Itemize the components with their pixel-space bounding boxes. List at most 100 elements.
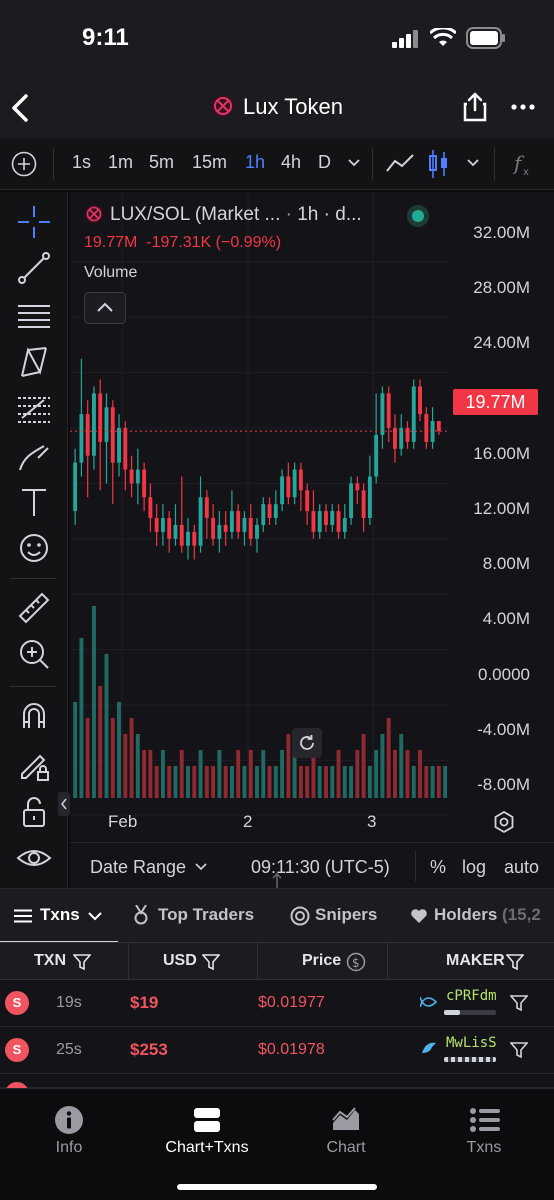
fib-retracement-icon[interactable] [14, 388, 54, 428]
collapse-toolbar-icon[interactable] [58, 792, 70, 816]
y-axis-label: 24.00M [473, 333, 530, 352]
candle-body [154, 518, 159, 532]
timeframe-4h[interactable]: 4h [281, 152, 302, 172]
column-header-txn: TXN [34, 952, 66, 969]
chart-settings-icon[interactable] [492, 810, 516, 834]
bottom-navigation: Info Chart+Txns Chart Txns [0, 1088, 554, 1200]
log-scale-toggle[interactable]: log [462, 857, 487, 877]
chart-legend-symbol: LUX/SOL (Market ... · 1h · d... [84, 204, 362, 226]
nav-txns[interactable]: Txns [415, 1089, 553, 1169]
volume-bar [104, 654, 109, 798]
maker-holdings-bar [444, 1057, 496, 1062]
candle-body [336, 511, 341, 532]
candle-body [192, 531, 197, 546]
legend-change: -197.31K (−0.99%) [146, 234, 282, 251]
candle-chart-type-icon[interactable] [428, 148, 450, 180]
nav-chart-label: Chart [326, 1139, 366, 1156]
add-indicator-icon[interactable] [11, 151, 37, 177]
share-icon[interactable] [462, 92, 488, 122]
nav-chart[interactable]: Chart [277, 1089, 415, 1169]
zoom-in-icon[interactable] [14, 634, 54, 674]
chart-type-dropdown-icon[interactable] [466, 158, 480, 168]
text-tool-icon[interactable] [14, 482, 54, 522]
date-range-button[interactable]: Date Range [90, 857, 207, 878]
hide-drawings-eye-icon[interactable] [14, 838, 54, 878]
timeframe-dropdown-icon[interactable] [347, 158, 361, 168]
filter-maker-icon[interactable] [510, 994, 528, 1012]
wifi-icon [430, 28, 456, 46]
timeframe-1m[interactable]: 1m [108, 152, 134, 172]
page-title: Lux Token [0, 94, 554, 120]
timeframe-15m[interactable]: 15m [192, 152, 228, 172]
back-arrow-icon[interactable] [10, 94, 30, 122]
volume-legend: Volume [84, 264, 138, 281]
txn-table-header: TXN USD Price $ MAKER [0, 942, 554, 981]
nav-info[interactable]: Info [0, 1089, 138, 1169]
tab-holders[interactable]: Holders (15,2 [390, 889, 554, 943]
chart-clock: 09:11:30 (UTC-5) [251, 857, 390, 877]
magnet-icon[interactable] [14, 696, 54, 736]
volume-bar [443, 766, 448, 798]
horizontal-lines-icon[interactable] [14, 296, 54, 336]
indicators-fx-icon[interactable]: f x [508, 150, 536, 178]
more-options-icon[interactable] [511, 104, 535, 110]
timeframe-1s[interactable]: 1s [72, 152, 92, 172]
pattern-tool-icon[interactable] [14, 342, 54, 382]
volume-bar [211, 766, 216, 798]
filter-icon[interactable] [73, 953, 91, 971]
candle-body [204, 497, 209, 519]
filter-maker-icon[interactable] [510, 1041, 528, 1059]
chart-canvas[interactable] [70, 192, 554, 842]
collapse-legend-button[interactable] [84, 292, 126, 324]
candle-body [374, 434, 379, 477]
candle-body [198, 497, 203, 546]
date-range-label: Date Range [90, 857, 187, 877]
candle-body [255, 524, 259, 539]
table-row[interactable]: S 25s $253 $0.01978 MwLisS [0, 1027, 554, 1074]
maker-address[interactable]: MwLisS [446, 1035, 497, 1051]
timeframe-5m[interactable]: 5m [149, 152, 175, 172]
volume-bar [204, 766, 209, 798]
nav-chart-txns[interactable]: Chart+Txns [138, 1089, 276, 1169]
candle-body [148, 497, 153, 519]
y-axis-label: 32.00M [473, 223, 530, 242]
timeframe-1d[interactable]: D [318, 152, 331, 172]
cellular-signal-icon [392, 30, 418, 48]
volume-bar [142, 750, 147, 798]
percent-scale-toggle[interactable]: % [430, 857, 447, 877]
auto-scale-toggle[interactable]: auto [504, 857, 540, 877]
emoji-icon[interactable] [14, 528, 54, 568]
trend-line-icon[interactable] [14, 248, 54, 288]
volume-bar [129, 718, 134, 798]
crosshair-icon[interactable] [14, 202, 54, 242]
svg-text:$: $ [352, 956, 360, 970]
timeframe-1h[interactable]: 1h [245, 152, 266, 172]
reset-chart-icon[interactable] [292, 728, 322, 758]
tab-top-traders[interactable]: Top Traders [118, 889, 272, 943]
table-row[interactable]: S 19s $19 $0.01977 cPRFdm [0, 980, 554, 1027]
candle-body [405, 428, 410, 442]
candle-body [261, 504, 266, 525]
volume-bar [261, 750, 266, 798]
tab-txns[interactable]: Txns [0, 889, 118, 943]
candle-body [342, 518, 347, 532]
price-chart[interactable]: LUX/SOL (Market ... · 1h · d... 19.77M -… [70, 192, 554, 901]
filter-icon[interactable] [506, 953, 524, 971]
brush-icon[interactable] [14, 436, 54, 476]
table-row[interactable] [0, 1074, 554, 1094]
line-chart-type-icon[interactable] [385, 152, 415, 174]
legend-price: 19.77M [84, 234, 138, 251]
maker-address[interactable]: cPRFdm [446, 988, 497, 1004]
volume-bar [148, 750, 153, 798]
lock-drawings-icon[interactable] [14, 744, 54, 784]
ruler-icon[interactable] [14, 588, 54, 628]
volume-bar [292, 750, 297, 798]
candle-body [229, 511, 234, 532]
filter-icon[interactable] [202, 953, 220, 971]
currency-toggle-icon[interactable]: $ [346, 952, 366, 972]
unlock-icon[interactable] [14, 792, 54, 832]
tab-snipers[interactable]: Snipers [272, 889, 390, 943]
volume-bar [411, 766, 416, 798]
column-header-maker: MAKER [446, 952, 505, 969]
y-axis-label: 16.00M [473, 444, 530, 463]
